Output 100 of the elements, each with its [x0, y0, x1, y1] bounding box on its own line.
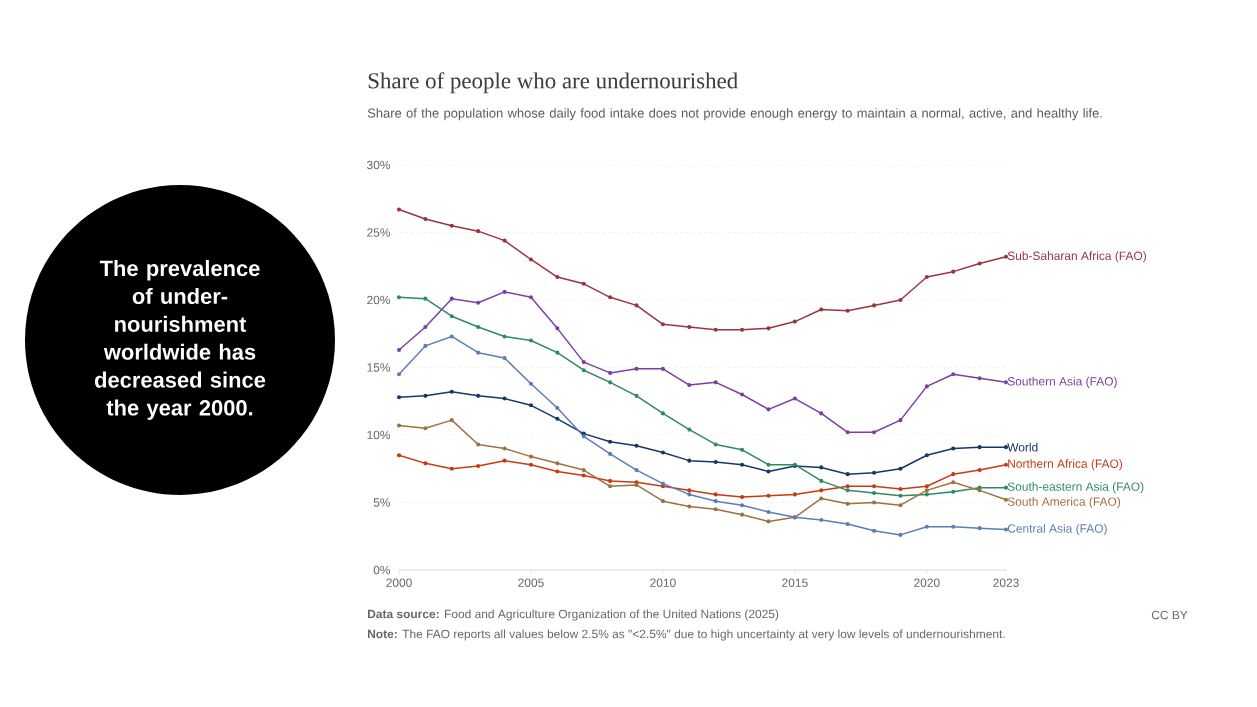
point: [872, 491, 877, 496]
point: [449, 389, 454, 394]
point: [924, 524, 929, 529]
point: [396, 207, 402, 212]
point: [555, 405, 560, 411]
y-tick-label: 30%: [367, 160, 391, 170]
text: Data source: Food and Agriculture Organization of the United Nations (2025): [368, 609, 779, 621]
point: [396, 453, 402, 458]
y-tick-label: 0%: [373, 565, 391, 575]
point: [581, 360, 586, 365]
point: [608, 451, 613, 456]
point: [423, 216, 428, 222]
point: [951, 372, 956, 377]
point: [687, 504, 692, 509]
series-label: South America (FAO): [1007, 497, 1121, 509]
x-tick-label: 2015: [782, 578, 808, 587]
series-label: Southern Asia (FAO): [1007, 376, 1117, 388]
point: [476, 442, 481, 447]
text: CC BY: [1151, 610, 1188, 620]
point: [951, 489, 956, 494]
point: [898, 466, 903, 471]
point: [687, 488, 692, 493]
point: [449, 314, 454, 319]
point: [476, 350, 481, 355]
point: [555, 275, 560, 280]
y-tick-label: 15%: [367, 363, 391, 372]
point: [687, 324, 692, 330]
point: [608, 478, 613, 483]
point: [977, 445, 982, 450]
point: [924, 384, 929, 389]
point: [423, 393, 428, 398]
point: [502, 396, 507, 401]
point: [396, 372, 402, 377]
point: [660, 366, 665, 371]
point: [951, 472, 956, 477]
point: [872, 500, 877, 505]
point: [476, 324, 481, 330]
point: [502, 458, 507, 463]
x-tick-label: 2020: [914, 578, 940, 587]
point: [528, 462, 534, 467]
point: [977, 261, 982, 266]
series-label: Central Asia (FAO): [1007, 523, 1107, 536]
point: [766, 519, 771, 524]
point: [792, 396, 797, 401]
point: [924, 488, 929, 493]
point: [819, 518, 824, 523]
x-tick-label: 2010: [650, 578, 676, 587]
point: [634, 366, 639, 371]
point: [555, 461, 560, 466]
point: [792, 492, 797, 497]
point: [898, 503, 903, 508]
chart-subtitle: Share of the population whose daily food intake does not provide enough energy to maintain a normal, active, and healthy life.: [367, 108, 1102, 121]
point: [476, 300, 481, 305]
point: [634, 443, 639, 448]
point: [845, 308, 850, 313]
point: [872, 484, 877, 489]
point: [608, 439, 613, 444]
point: [528, 454, 534, 459]
point: [766, 326, 771, 331]
y-tick-label: 25%: [367, 228, 391, 237]
point: [502, 334, 507, 339]
text: Note: The FAO reports all values below 2.5% as "<2.5%" due to high uncertainty at very low levels of undernourishment.: [368, 629, 1005, 641]
point: [977, 376, 982, 381]
point: [476, 393, 481, 398]
point: [660, 450, 665, 455]
point: [687, 383, 692, 388]
point: [898, 418, 903, 423]
point: [872, 303, 877, 308]
point: [396, 347, 402, 352]
point: [687, 427, 692, 432]
point: [660, 499, 665, 504]
chart-title: Share of people who are undernourished: [368, 72, 738, 94]
point: [845, 488, 850, 493]
point: [766, 509, 771, 514]
point: [819, 488, 824, 493]
point: [766, 407, 771, 412]
point: [924, 484, 929, 489]
point: [423, 343, 428, 348]
point: [555, 469, 560, 474]
point: [819, 307, 824, 312]
point: [766, 493, 771, 498]
point: [845, 472, 850, 477]
point: [713, 492, 718, 497]
point: [528, 381, 534, 386]
point: [528, 295, 534, 300]
point: [713, 442, 718, 447]
point: [634, 393, 639, 398]
point: [951, 480, 956, 485]
point: [608, 295, 613, 300]
point: [898, 297, 903, 303]
point: [898, 493, 903, 498]
point: [423, 296, 428, 301]
point: [872, 430, 877, 435]
point: [924, 453, 929, 458]
point: [951, 524, 956, 529]
point: [581, 368, 586, 373]
point: [476, 229, 481, 234]
point: [634, 303, 639, 308]
point: [660, 411, 665, 416]
y-tick-label: 5%: [373, 498, 391, 507]
